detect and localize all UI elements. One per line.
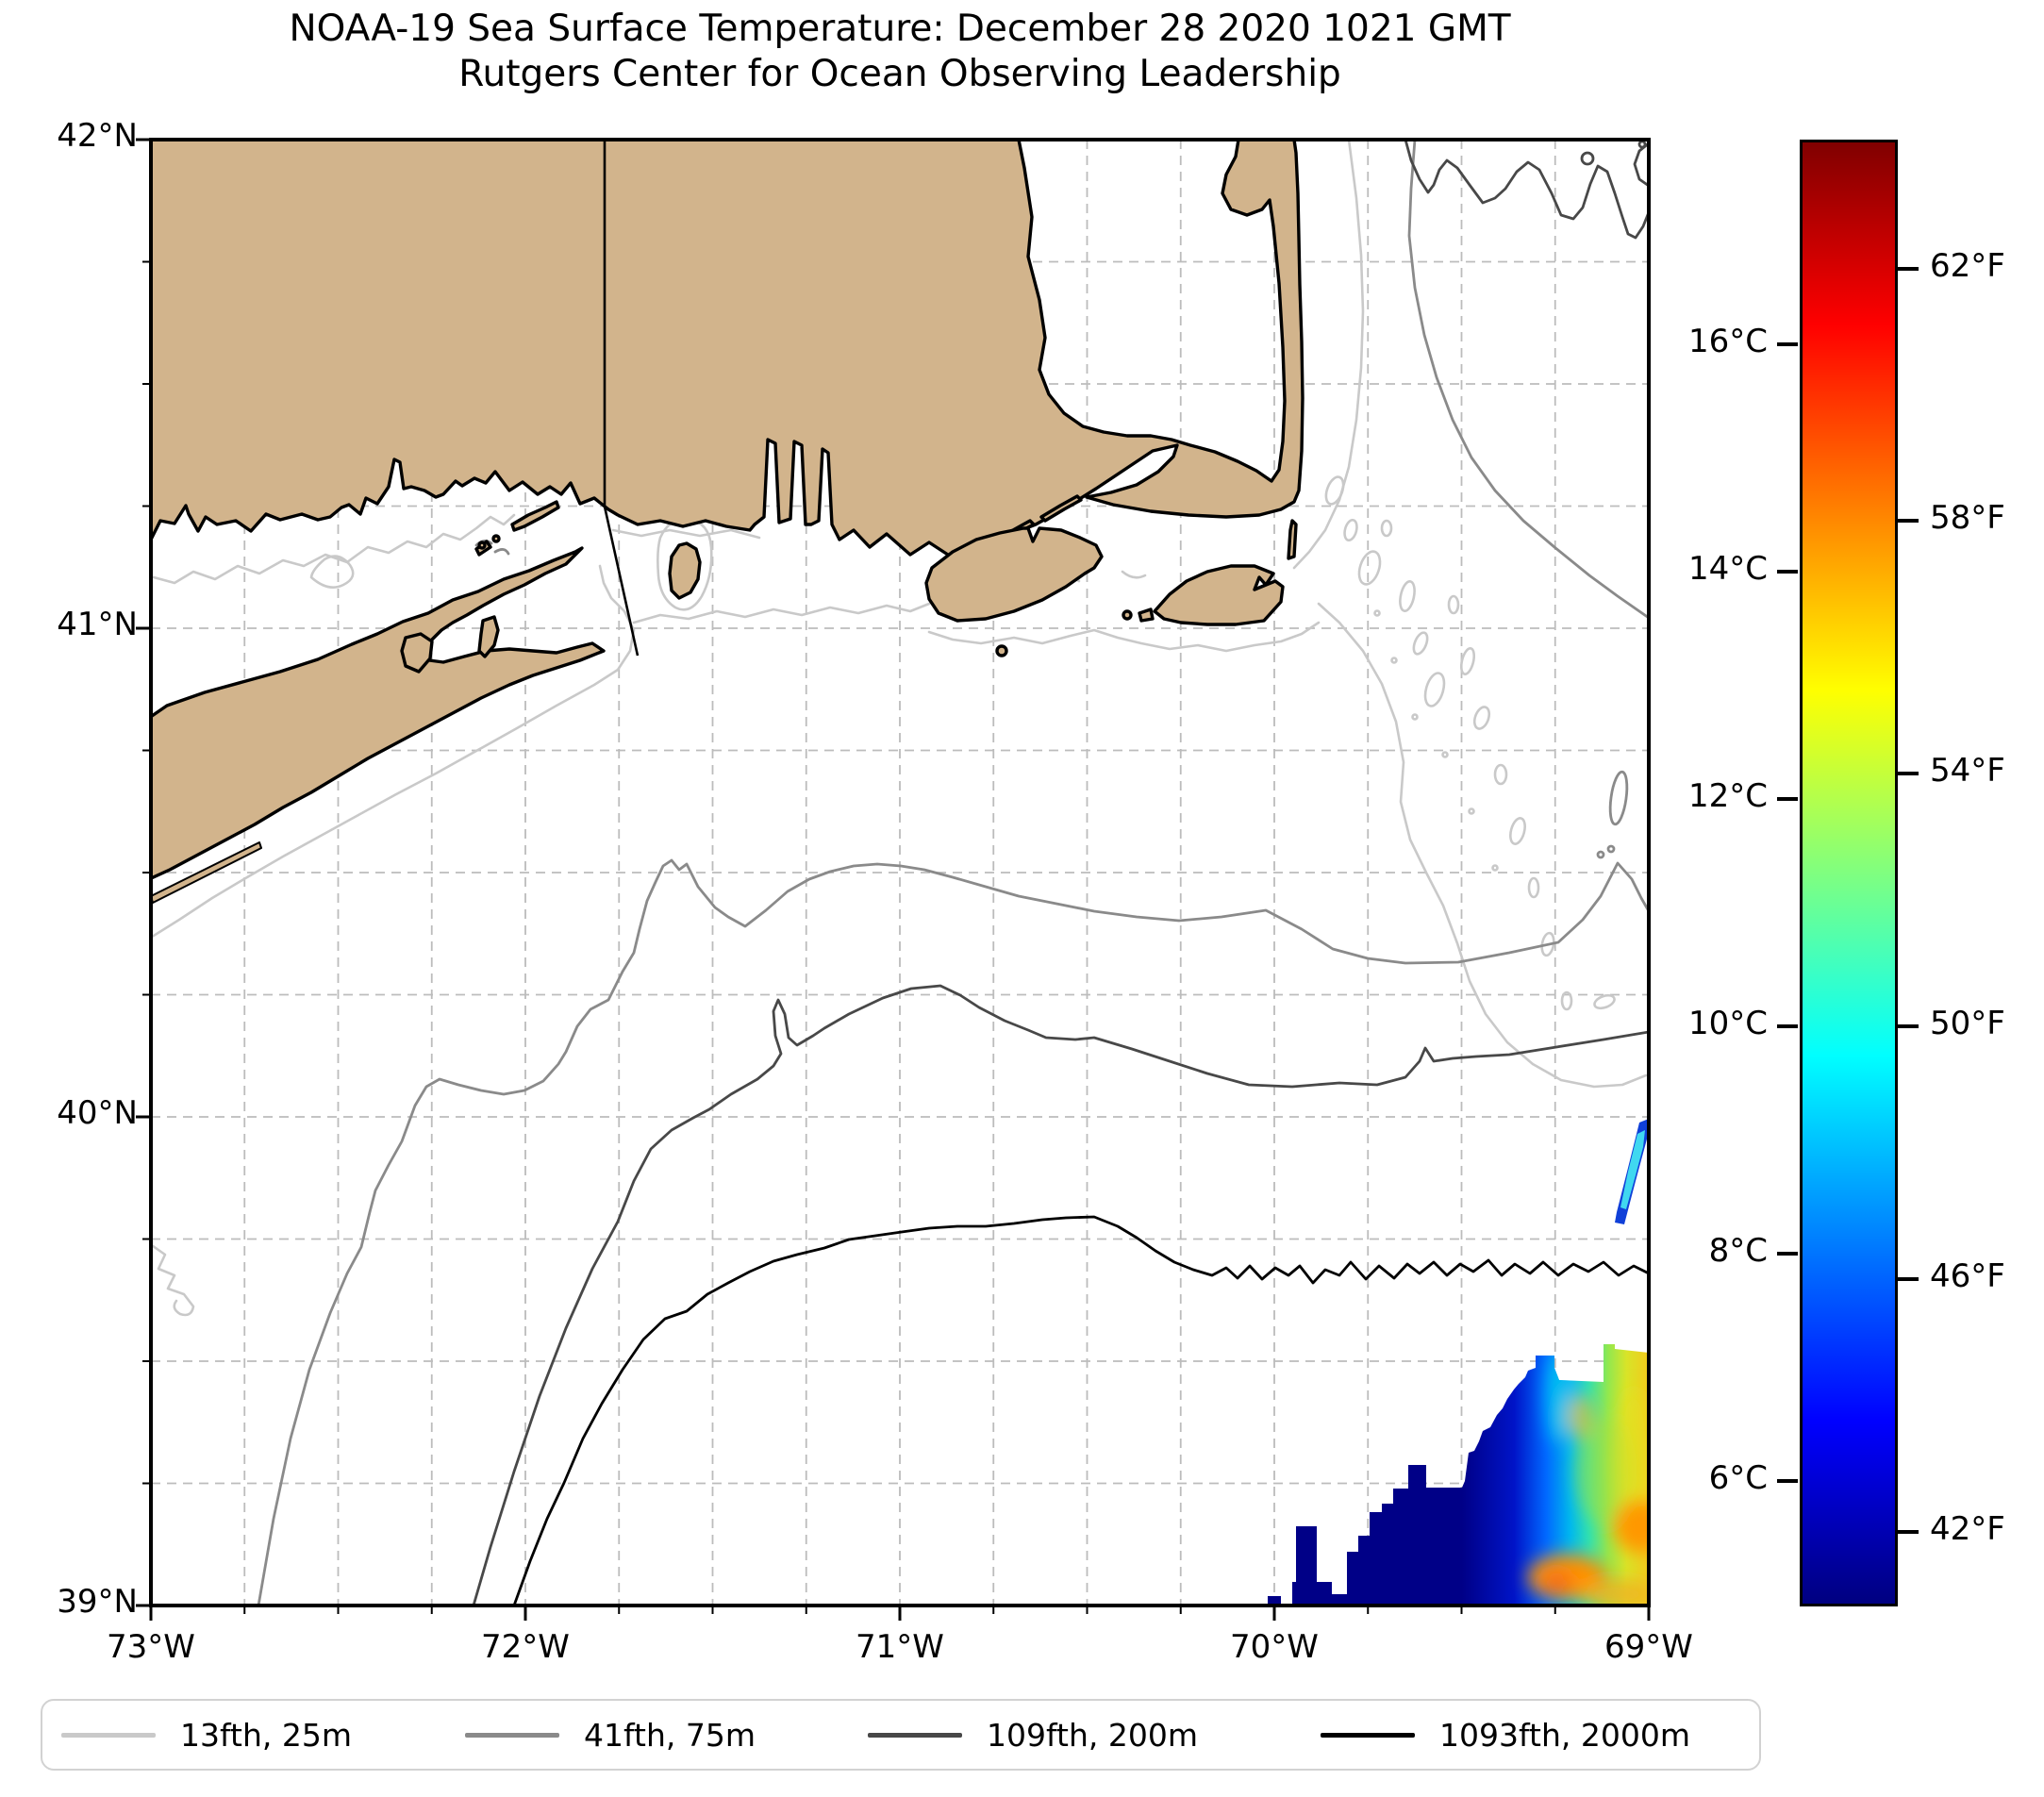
elizabeth-islands-1 [1039, 494, 1083, 523]
legend: 13fth, 25m 41fth, 75m 109fth, 200m 1093fth,… [41, 1699, 1761, 1771]
colorbar-fahrenheit-tick [1898, 519, 1919, 524]
colorbar-celsius-label: 16°C [1687, 322, 1768, 360]
colorbar-fahrenheit-tick [1898, 772, 1919, 776]
legend-item: 1093fth, 2000m [1321, 1701, 1690, 1769]
colorbar-celsius-tick [1777, 1479, 1798, 1484]
colorbar-fahrenheit-label: 54°F [1930, 752, 2005, 790]
contour-25m [151, 140, 1648, 1317]
legend-item-label: 41fth, 75m [584, 1716, 756, 1754]
legend-item-label: 1093fth, 2000m [1439, 1716, 1690, 1754]
colorbar-fahrenheit-label: 62°F [1930, 246, 2005, 285]
legend-line-swatch [1321, 1732, 1415, 1738]
contour-75m [257, 140, 1649, 1606]
colorbar-celsius-label: 12°C [1687, 777, 1768, 816]
block-island [668, 541, 702, 600]
legend-item: 41fth, 75m [465, 1701, 756, 1769]
colorbar-fahrenheit-tick [1898, 1529, 1919, 1534]
page-title: NOAA-19 Sea Surface Temperature: Decembe… [289, 8, 1511, 50]
colorbar-celsius-tick [1777, 1252, 1798, 1256]
mainland-newengland [151, 140, 1305, 558]
sst-data-patches [1268, 1119, 1649, 1606]
shelter-island [400, 632, 434, 674]
plot-frame [149, 138, 1651, 1607]
monomoy-spit [1287, 519, 1298, 560]
colorbar-fahrenheit-tick [1898, 266, 1919, 271]
little-gull-island [491, 534, 501, 543]
no-mans-land-island [995, 644, 1008, 657]
colorbar-fahrenheit-label: 58°F [1930, 499, 2005, 538]
fishers-island [510, 500, 560, 532]
colorbar-fahrenheit-label: 46°F [1930, 1257, 2005, 1296]
state-borders [603, 140, 640, 657]
colorbar [1800, 140, 1898, 1606]
y-tick-label: 40°N [57, 1094, 138, 1132]
x-tick-label: 71°W [856, 1628, 944, 1666]
tuckernuck-island [1138, 607, 1155, 623]
colorbar-celsius-label: 8°C [1708, 1232, 1768, 1271]
colorbar-fahrenheit-label: 42°F [1930, 1509, 2005, 1548]
x-tick-label: 72°W [481, 1628, 570, 1666]
colorbar-fahrenheit-tick [1898, 1277, 1919, 1282]
legend-item: 109fth, 200m [868, 1701, 1198, 1769]
colorbar-celsius-tick [1777, 341, 1798, 346]
colorbar-celsius-tick [1777, 570, 1798, 574]
contour-200m [472, 140, 1649, 1606]
page-subtitle: Rutgers Center for Ocean Observing Leade… [458, 53, 1341, 95]
colorbar-celsius-label: 6°C [1708, 1459, 1768, 1498]
x-tick-label: 70°W [1230, 1628, 1319, 1666]
legend-item: 13fth, 25m [61, 1701, 352, 1769]
nantucket [1153, 564, 1285, 626]
land-polygons [151, 140, 1305, 904]
legend-line-swatch [868, 1732, 962, 1738]
colorbar-celsius-label: 14°C [1687, 550, 1768, 589]
gardiners-island [477, 615, 500, 658]
contour-2000m [512, 1215, 1649, 1606]
colorbar-celsius-tick [1777, 1024, 1798, 1029]
legend-line-swatch [61, 1732, 156, 1738]
colorbar-celsius-tick [1777, 797, 1798, 802]
x-tick-label: 69°W [1604, 1628, 1693, 1666]
legend-item-label: 13fth, 25m [180, 1716, 352, 1754]
legend-line-swatch [465, 1732, 559, 1738]
colorbar-fahrenheit-tick [1898, 1024, 1919, 1029]
legend-item-label: 109fth, 200m [987, 1716, 1198, 1754]
y-tick-label: 39°N [57, 1583, 138, 1621]
colorbar-celsius-label: 10°C [1687, 1005, 1768, 1043]
muskeget-island [1122, 609, 1133, 621]
y-tick-label: 42°N [57, 117, 138, 155]
long-island [151, 546, 606, 880]
gull-island [477, 541, 487, 550]
x-tick-label: 73°W [107, 1628, 195, 1666]
y-tick-label: 41°N [57, 606, 138, 643]
marthas-vineyard [924, 526, 1104, 623]
colorbar-fahrenheit-label: 50°F [1930, 1005, 2005, 1043]
